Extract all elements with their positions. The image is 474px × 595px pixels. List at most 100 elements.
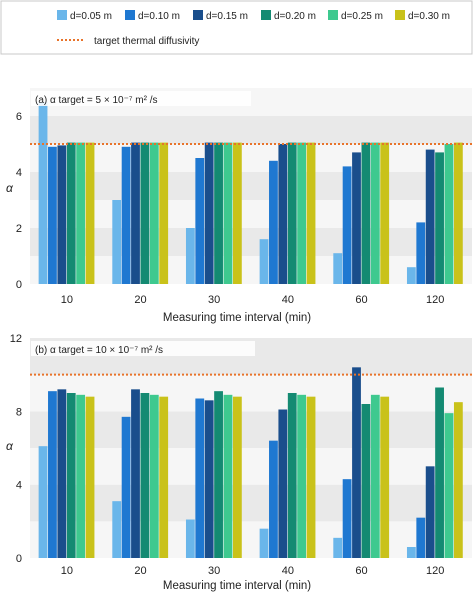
panel-b-bar-60-s3: [361, 404, 371, 558]
panel-a-bar-20-s3: [140, 142, 150, 284]
panel-a-bar-30-s5: [232, 142, 242, 284]
panel-b-bar-60-s5: [380, 396, 390, 558]
panel-a-bar-60-s1: [342, 166, 352, 284]
panel-a-bar-120-s4: [444, 144, 454, 284]
panel-b-bar-20-s3: [140, 393, 150, 558]
legend-label-0: d=0.05 m: [70, 11, 112, 22]
panel-a-bar-60-s2: [352, 152, 361, 284]
panel-a-band: [30, 228, 472, 256]
panel-a-y-tick: 6: [16, 111, 22, 123]
legend-target-label: target thermal diffusivity: [94, 36, 199, 47]
panel-a-band: [30, 116, 472, 144]
legend-swatch-0: [57, 10, 67, 20]
panel-b-bar-10-s1: [48, 391, 57, 558]
panel-a-bar-30-s0: [185, 228, 195, 284]
legend: d=0.05 m d=0.10 m d=0.15 m d=0.20 m d=0.25 m…: [0, 0, 473, 55]
panel-b-x-tick: 10: [61, 565, 73, 577]
panel-a-bar-120-s3: [435, 152, 444, 284]
panel-b-bar-10-s3: [66, 393, 76, 558]
panel-a-y-tick: 0: [16, 279, 22, 291]
panel-a-label-bg: [31, 91, 251, 106]
panel-b-bar-60-s2: [352, 367, 361, 558]
panel-b-bands: [30, 338, 472, 558]
panel-a-bar-120-s0: [406, 267, 416, 284]
panel-a-bar-30-s2: [204, 142, 214, 284]
panel-a: 0 2 4 6 10 20 30 40 60 120 (a) α target = 5 × 10…: [6, 88, 472, 324]
panel-a-bar-30-s4: [223, 142, 233, 284]
panel-a-bar-120-s1: [416, 222, 426, 284]
panel-a-bar-40-s3: [287, 142, 297, 284]
panel-a-x-tick: 30: [208, 294, 220, 306]
panel-b-bar-10-s2: [57, 389, 67, 558]
panel-a-bar-40-s4: [297, 142, 307, 284]
panel-b-x-tick: 120: [426, 565, 444, 577]
panel-b-y-tick: 8: [16, 406, 22, 418]
panel-a-x-label: Measuring time interval (min): [163, 312, 311, 324]
panel-b-bar-40-s4: [297, 394, 307, 558]
legend-label-1: d=0.10 m: [138, 11, 180, 22]
legend-label-5: d=0.30 m: [408, 11, 450, 22]
panel-a-bar-20-s4: [149, 142, 159, 284]
panel-a-bar-10-s3: [66, 142, 76, 284]
panel-a-bar-40-s2: [278, 144, 288, 284]
panel-a-title: (a) α target = 5 × 10⁻⁷ m² /s: [35, 95, 158, 106]
panel-a-bar-30-s1: [195, 158, 205, 284]
legend-swatch-4: [328, 10, 338, 20]
panel-a-bar-20-s1: [121, 146, 131, 284]
panel-b-y-tick: 12: [10, 333, 22, 345]
panel-b-y-ticks: 0 4 8 12: [10, 333, 22, 565]
legend-frame: [0, 0, 473, 55]
panel-a-bar-40-s5: [306, 142, 316, 284]
panel-b-bar-40-s5: [306, 396, 316, 558]
panel-b-bar-120-s4: [444, 413, 454, 558]
panel-a-band: [30, 172, 472, 200]
panel-b-bar-30-s1: [195, 398, 205, 558]
legend-label-2: d=0.15 m: [206, 11, 248, 22]
panel-b-bar-120-s1: [416, 517, 426, 558]
panel-b-y-label: α: [6, 439, 14, 453]
panel-a-x-ticks: 10 20 30 40 60 120: [61, 294, 445, 306]
panel-a-bar-120-s2: [425, 149, 435, 284]
panel-a-bar-10-s5: [85, 142, 95, 284]
panel-b-band: [30, 374, 472, 412]
panel-b-bar-120-s2: [425, 466, 435, 558]
panel-b-band: [30, 411, 472, 448]
panel-b-bar-120-s3: [435, 387, 444, 558]
panel-b-bar-60-s1: [342, 479, 352, 558]
panel-a-y-tick: 2: [16, 223, 22, 235]
legend-swatch-5: [395, 10, 405, 20]
legend-label-4: d=0.25 m: [341, 11, 383, 22]
panel-a-y-ticks: 0 2 4 6: [16, 111, 22, 291]
panel-b-bar-20-s4: [149, 394, 159, 558]
legend-swatch-3: [261, 10, 271, 20]
panel-b-y-tick: 4: [16, 480, 22, 492]
panel-a-x-tick: 60: [355, 294, 367, 306]
panel-b-bars: [38, 367, 463, 558]
panel-a-x-tick: 10: [61, 294, 73, 306]
panel-a-bar-40-s1: [269, 160, 278, 284]
panel-b-bar-60-s4: [370, 394, 380, 558]
legend-label-3: d=0.20 m: [274, 11, 316, 22]
panel-b-bar-20-s2: [131, 389, 140, 558]
panel-b-bar-20-s1: [121, 416, 131, 558]
panel-a-bar-10-s1: [48, 146, 57, 284]
panel-b-x-ticks: 10 20 30 40 60 120: [61, 565, 445, 577]
panel-b-bar-20-s0: [112, 501, 122, 558]
panel-b-x-label: Measuring time interval (min): [163, 580, 311, 592]
panel-b-bar-30-s4: [223, 394, 233, 558]
panel-b-band: [30, 448, 472, 485]
panel-a-bar-10-s4: [76, 142, 86, 284]
panel-b-label-bg: [31, 341, 255, 356]
panel-b-x-tick: 40: [282, 565, 294, 577]
panel-a-band: [30, 256, 472, 284]
panel-a-y-tick: 4: [16, 167, 22, 179]
panel-b-y-tick: 0: [16, 553, 22, 565]
panel-a-bar-20-s0: [112, 200, 122, 284]
panel-a-bar-60-s5: [380, 142, 390, 284]
panel-a-x-tick: 120: [426, 294, 444, 306]
panel-a-x-tick: 40: [282, 294, 294, 306]
panel-b-x-tick: 30: [208, 565, 220, 577]
panel-a-bar-10-s2: [57, 145, 67, 284]
panel-a-bar-60-s4: [370, 142, 380, 284]
